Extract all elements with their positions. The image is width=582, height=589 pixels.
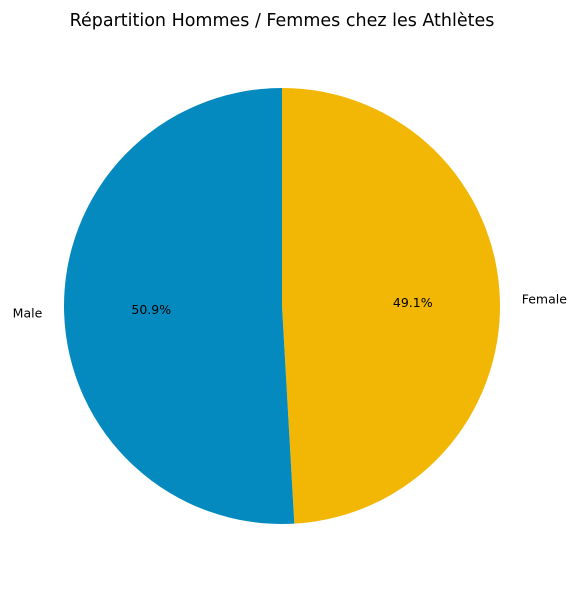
pct-label-male: 50.9%	[131, 302, 171, 317]
pie-slice-male	[63, 88, 295, 525]
pct-label-female: 49.1%	[393, 295, 433, 310]
chart-title: Répartition Hommes / Femmes chez les Ath…	[70, 11, 495, 31]
slice-label-male: Male	[13, 305, 43, 320]
pie-slice-female	[282, 88, 500, 524]
slice-label-female: Female	[522, 292, 568, 307]
pie-labels: Female 49.1% Male 50.9%	[13, 292, 568, 321]
pie-slices	[63, 88, 500, 525]
